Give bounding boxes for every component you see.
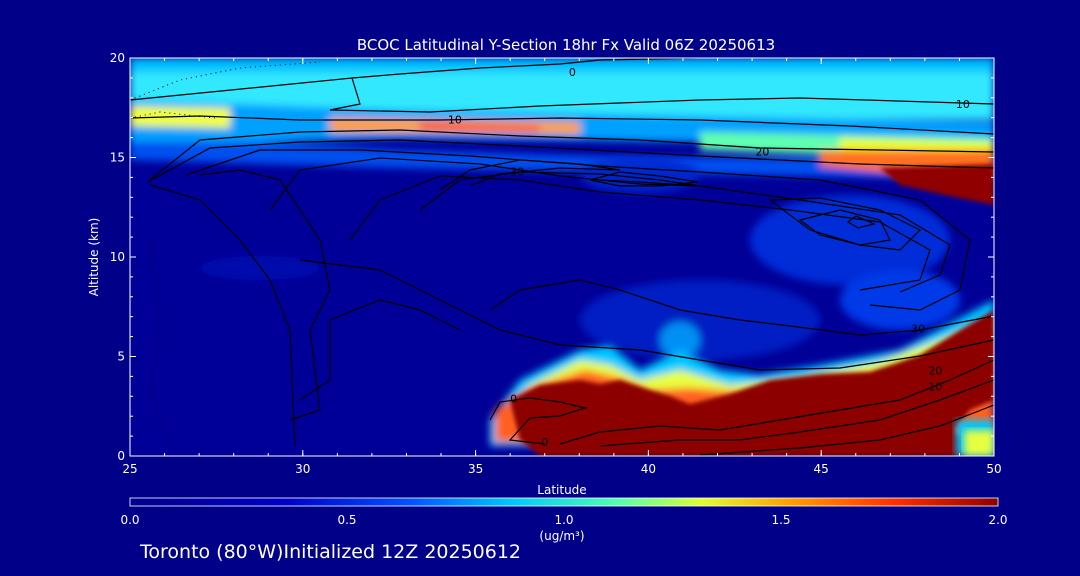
y-tick-label: 15	[110, 151, 125, 165]
contour-label: 10	[928, 380, 942, 393]
y-tick-label: 5	[117, 350, 125, 364]
contour-lines-dotted	[130, 61, 321, 441]
x-tick-label: 45	[814, 462, 829, 476]
y-tick-label: 20	[110, 51, 125, 65]
contour-labels: 0 10 10 20 30 30 20 10 0 0	[448, 66, 970, 449]
x-tick-label: 40	[641, 462, 656, 476]
y-tick-label: 10	[110, 250, 125, 264]
footer-caption: Toronto (80°W)Initialized 12Z 20250612	[140, 541, 522, 563]
contour-lines	[130, 58, 994, 456]
contour-label: 20	[928, 364, 942, 377]
x-tick-label: 25	[122, 462, 137, 476]
contour-label: 10	[448, 114, 462, 127]
colorbar-tick-label: 2.0	[988, 513, 1007, 527]
colorbar	[129, 497, 999, 507]
concentration-field	[130, 58, 994, 456]
colorbar-tick-label: 1.5	[771, 513, 790, 527]
colorbar-tick-label: 0.0	[120, 513, 139, 527]
contour-label: 20	[755, 146, 769, 159]
y-axis-ticks: 0 5 10 15 20	[110, 51, 994, 463]
x-tick-label: 35	[468, 462, 483, 476]
colorbar-ticks: 0.0 0.5 1.0 1.5 2.0	[120, 513, 1007, 527]
colorbar-tick-label: 0.5	[337, 513, 356, 527]
x-tick-label: 30	[295, 462, 310, 476]
chart-title: BCOC Latitudinal Y-Section 18hr Fx Valid…	[357, 36, 775, 54]
y-axis-label: Altitude (km)	[87, 218, 101, 297]
x-tick-label: 50	[986, 462, 1001, 476]
contour-label: 0	[541, 436, 548, 449]
colorbar-tick-label: 1.0	[554, 513, 573, 527]
contour-label: 0	[510, 392, 517, 405]
x-axis-ticks: 25 30 35 40 45 50	[122, 58, 1002, 476]
contour-label: 10	[956, 98, 970, 111]
colorbar-unit: (ug/m³)	[539, 529, 584, 543]
contour-label: 0	[569, 66, 576, 79]
contour-label: 30	[510, 165, 524, 178]
contour-label: 30	[911, 323, 925, 336]
x-axis-label: Latitude	[537, 483, 586, 497]
y-tick-label: 0	[117, 449, 125, 463]
